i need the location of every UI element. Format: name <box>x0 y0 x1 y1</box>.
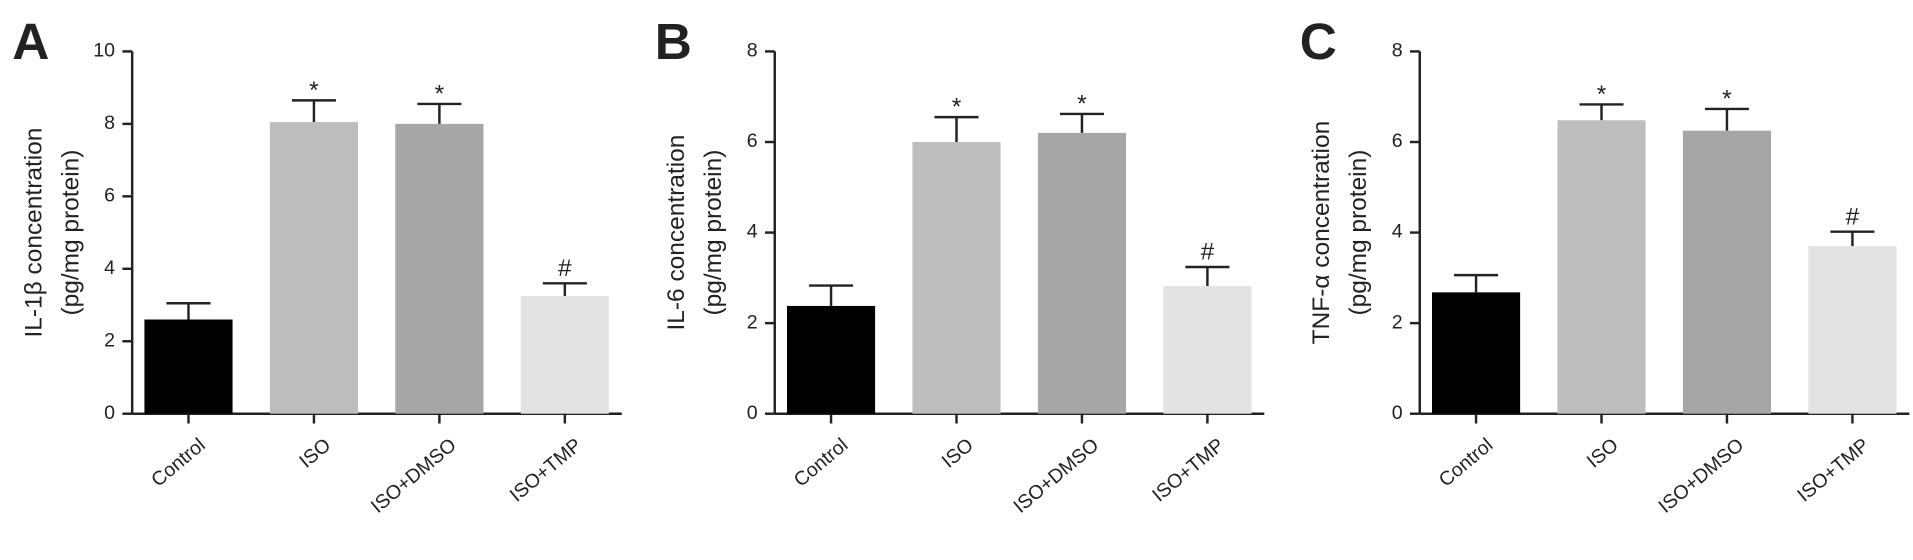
x-tick-label: Control <box>1435 434 1497 491</box>
bar <box>269 122 358 414</box>
x-tick-label: ISO <box>295 434 335 473</box>
y-tick-label: 8 <box>747 40 758 62</box>
y-axis-label: (pg/mg protein) <box>700 150 727 316</box>
y-tick-label: 2 <box>104 329 115 351</box>
bar <box>395 123 484 414</box>
y-tick-label: 0 <box>747 402 758 424</box>
annotation: * <box>309 77 319 104</box>
y-tick-label: 0 <box>104 402 115 424</box>
annotation: * <box>952 94 962 121</box>
bar <box>1431 292 1521 414</box>
bar <box>1037 132 1127 414</box>
y-tick-label: 6 <box>104 185 115 207</box>
annotation: * <box>435 81 445 108</box>
bar <box>1682 130 1772 414</box>
x-tick-label: ISO+DMSO <box>367 434 461 518</box>
y-tick-label: 4 <box>1392 221 1403 243</box>
annotation: # <box>558 255 572 282</box>
annotation: # <box>1201 239 1215 266</box>
x-tick-label: ISO+TMP <box>506 434 586 506</box>
bar <box>1808 246 1897 414</box>
bar <box>786 305 876 414</box>
y-tick-label: 8 <box>104 112 115 134</box>
bar <box>520 295 609 414</box>
y-tick-label: 0 <box>1392 402 1403 424</box>
y-axis-label: IL-6 concentration <box>663 135 690 331</box>
x-tick-label: Control <box>147 434 209 491</box>
y-tick-label: 6 <box>1392 130 1403 152</box>
panel-letter: C <box>1300 12 1337 70</box>
bar <box>1557 120 1646 414</box>
x-tick-label: ISO+TMP <box>1793 434 1873 506</box>
y-tick-label: 6 <box>747 130 758 152</box>
y-tick-label: 4 <box>104 257 115 279</box>
y-tick-label: 10 <box>93 40 115 62</box>
y-tick-label: 8 <box>1392 40 1403 62</box>
panel-letter: B <box>655 12 692 70</box>
x-tick-label: ISO+DMSO <box>1654 434 1748 518</box>
y-axis-label: (pg/mg protein) <box>57 150 84 316</box>
x-tick-label: Control <box>790 434 852 491</box>
annotation: * <box>1722 85 1732 112</box>
y-tick-label: 2 <box>1392 311 1403 333</box>
bar <box>1163 286 1252 414</box>
y-axis-label: IL-1β concentration <box>21 128 48 338</box>
y-tick-label: 2 <box>747 311 758 333</box>
y-axis-label: TNF-α concentration <box>1308 121 1335 345</box>
y-axis-label: (pg/mg protein) <box>1345 150 1372 316</box>
bar <box>912 142 1001 414</box>
annotation: * <box>1597 81 1607 108</box>
y-tick-label: 4 <box>747 221 758 243</box>
x-tick-label: ISO+DMSO <box>1009 434 1103 518</box>
annotation: # <box>1846 203 1860 230</box>
annotation: * <box>1077 90 1087 117</box>
x-tick-label: ISO+TMP <box>1148 434 1228 506</box>
x-tick-label: ISO <box>1583 434 1623 473</box>
panel-letter: A <box>12 12 49 70</box>
bar <box>144 319 233 414</box>
x-tick-label: ISO <box>938 434 978 473</box>
